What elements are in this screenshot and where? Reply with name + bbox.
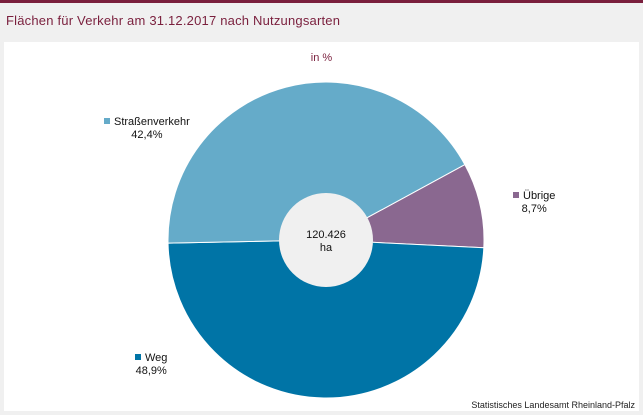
legend-swatch-strassenverkehr xyxy=(104,118,110,125)
legend-swatch-uebrige xyxy=(513,192,519,199)
slice-name-strassenverkehr: Straßenverkehr xyxy=(114,116,190,128)
pie-slice-strassenverkehr xyxy=(167,81,466,244)
center-unit: ha xyxy=(319,242,333,254)
slice-value-uebrige: 8,7% xyxy=(521,203,547,215)
slice-label-uebrige: Übrige 8,7% xyxy=(513,190,555,216)
legend-swatch-weg xyxy=(135,354,141,361)
slice-name-uebrige: Übrige xyxy=(523,190,556,202)
source-note: Statistisches Landesamt Rheinland-Pfalz xyxy=(471,400,635,410)
chart-title: Flächen für Verkehr am 31.12.2017 nach N… xyxy=(6,13,341,28)
slice-name-weg: Weg xyxy=(145,352,168,364)
pie-slice-weg xyxy=(167,239,485,399)
chart-subtitle: in % xyxy=(310,52,333,64)
center-value: 120.426 xyxy=(306,229,346,241)
slice-label-strassenverkehr: Straßenverkehr 42,4% xyxy=(104,116,190,142)
slice-label-weg: Weg 48,9% xyxy=(135,352,167,378)
plot-area: in % Übrige 8,7% Weg 48,9% Straßenverkeh… xyxy=(4,42,639,411)
center-total: 120.426 ha xyxy=(300,229,352,255)
slice-value-weg: 48,9% xyxy=(135,365,167,377)
donut-hole xyxy=(279,193,373,287)
pie-chart xyxy=(167,81,485,399)
top-rule xyxy=(0,0,643,3)
slice-value-strassenverkehr: 42,4% xyxy=(131,129,163,141)
